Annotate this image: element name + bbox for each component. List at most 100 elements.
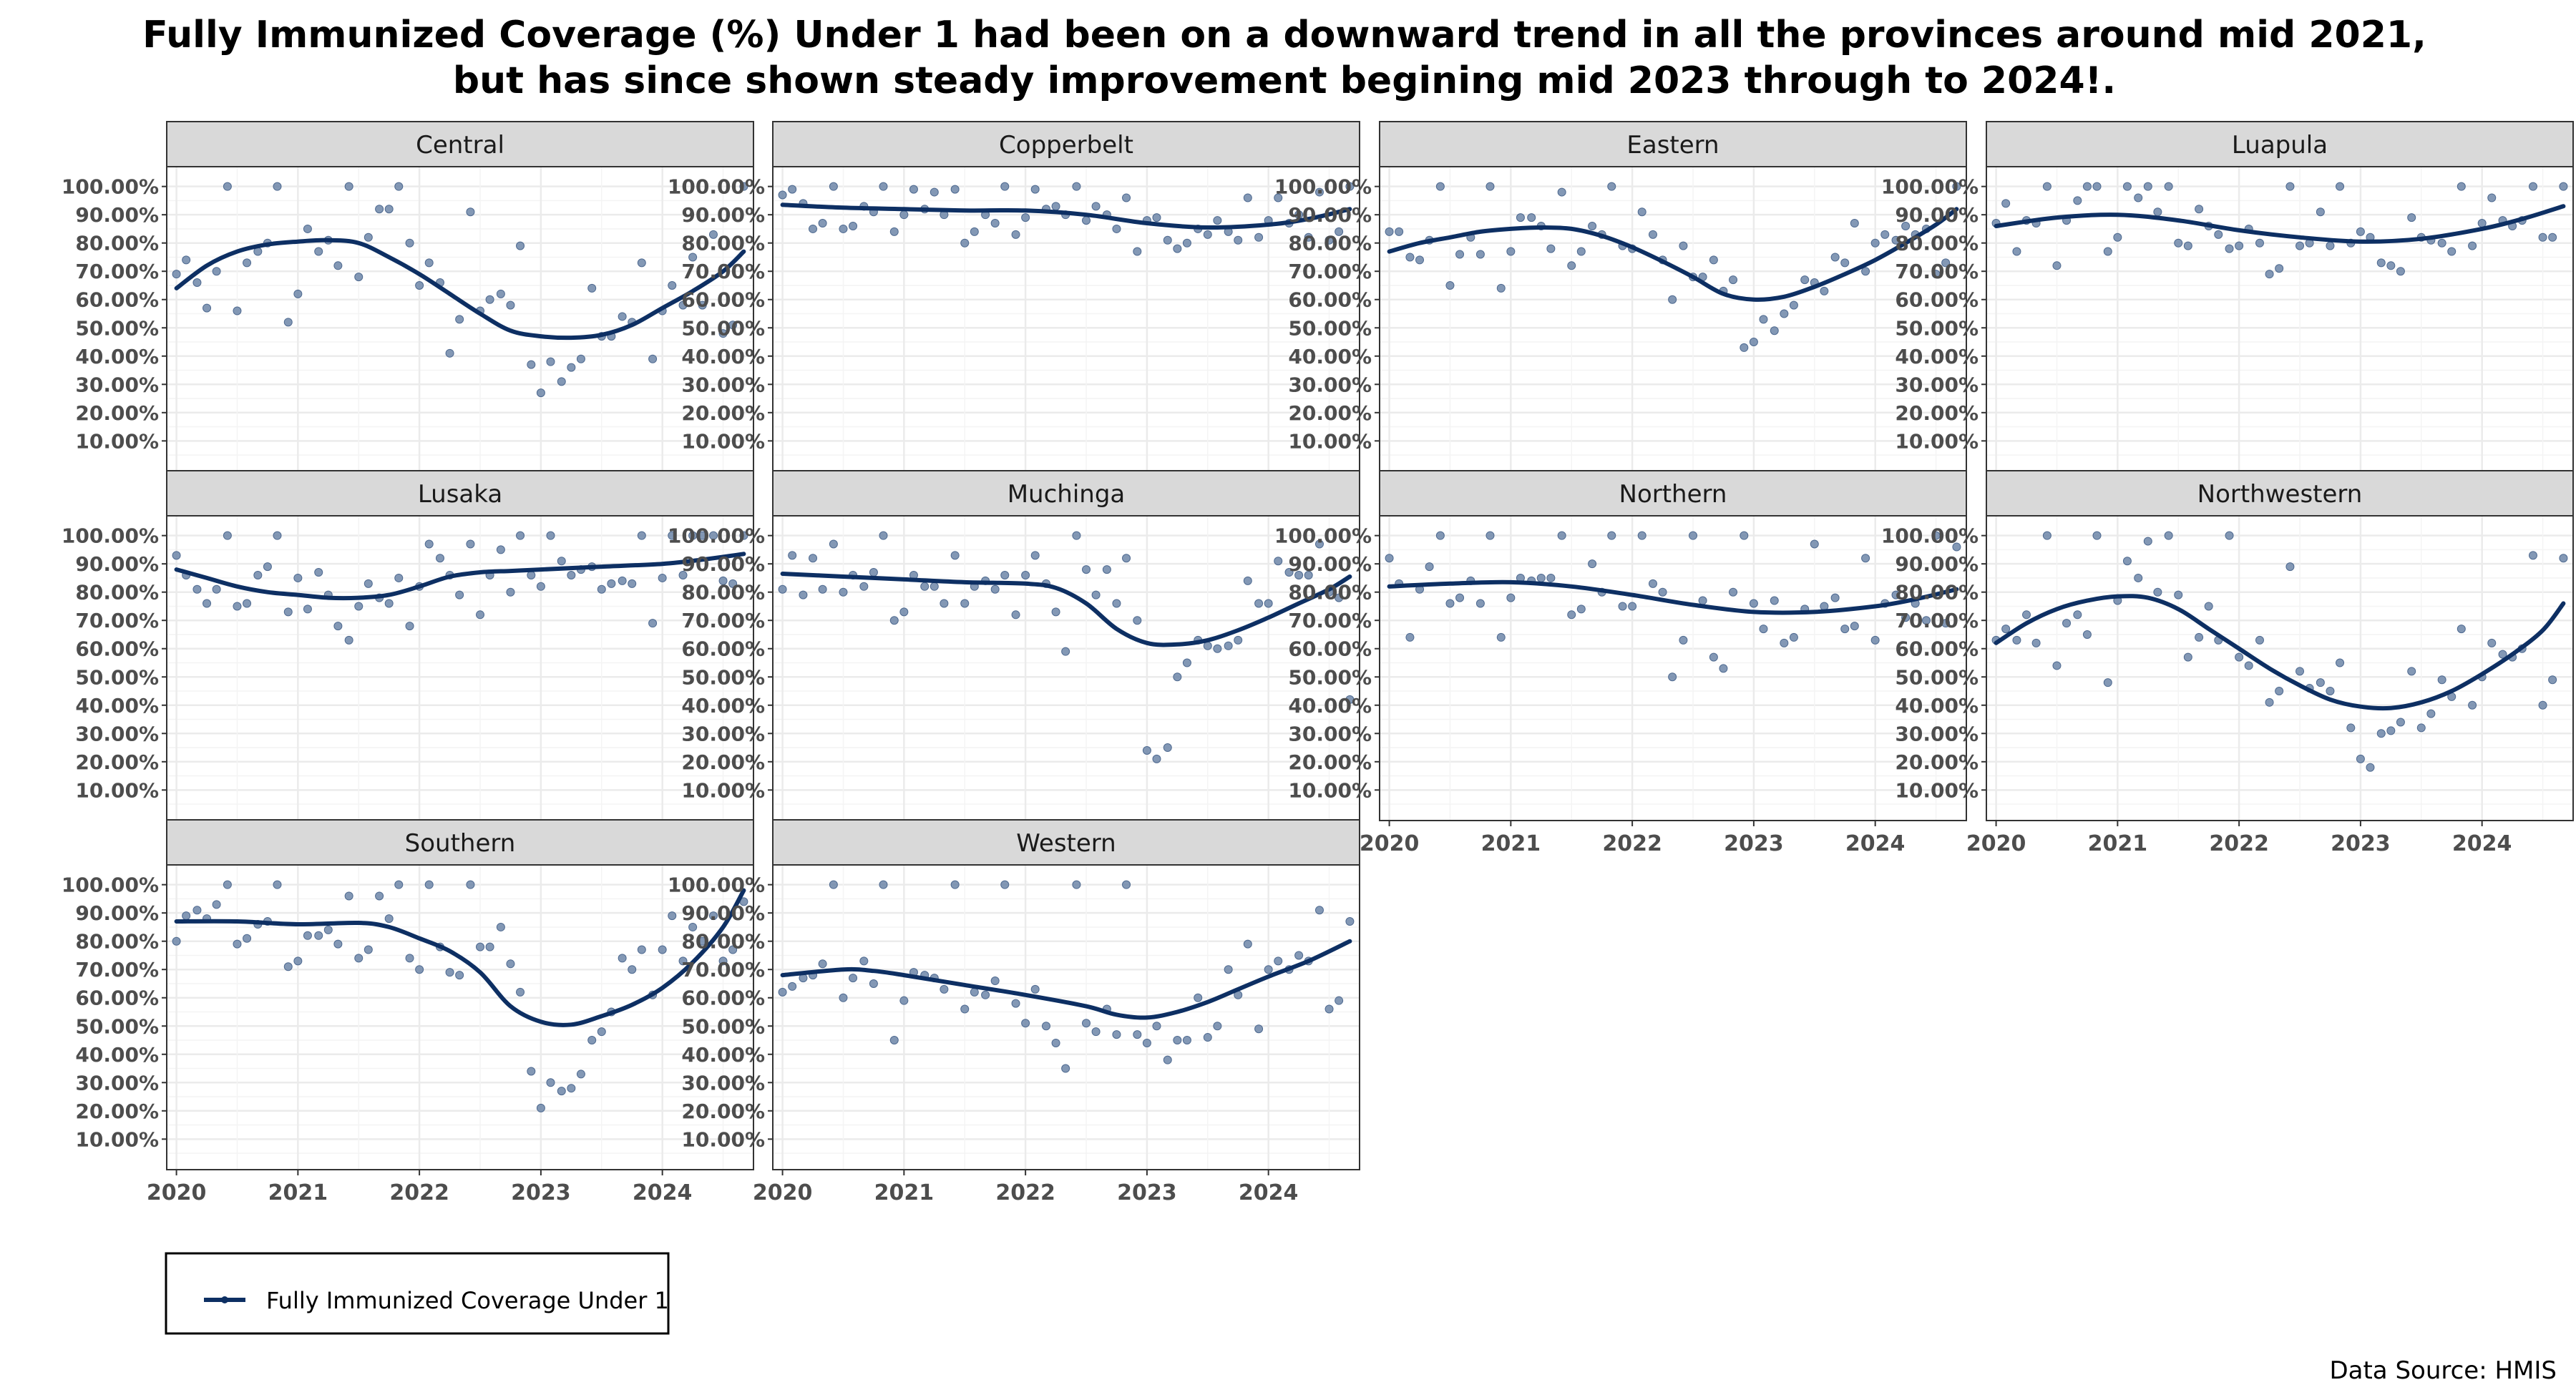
data-point (728, 320, 738, 330)
data-point (1668, 295, 1677, 304)
data-point (1142, 1038, 1151, 1047)
data-point (476, 610, 485, 620)
data-point (516, 987, 525, 997)
y-tick-label: 50.00% (75, 316, 159, 340)
data-point (1000, 880, 1010, 889)
data-point (1243, 576, 1252, 585)
data-point (1112, 224, 1121, 233)
y-tick-label: 80.00% (75, 930, 159, 954)
data-point (1425, 562, 1434, 572)
data-point (1304, 232, 1313, 242)
points-luapula (1991, 182, 2568, 279)
data-point (1254, 232, 1264, 242)
data-point (970, 227, 979, 236)
data-point (476, 942, 485, 951)
data-point (203, 599, 212, 608)
data-point (2265, 270, 2274, 279)
x-tick-label: 2024 (633, 1180, 693, 1205)
data-point (899, 210, 909, 220)
data-point (567, 1084, 576, 1093)
data-point (2012, 247, 2021, 256)
y-tick-label: 90.00% (681, 203, 765, 227)
trend-line-copperbelt (780, 202, 1352, 230)
y-tick-label: 60.00% (1895, 288, 1979, 312)
data-point (2062, 619, 2072, 628)
data-point (1941, 258, 1951, 268)
data-point (728, 579, 738, 588)
data-point (415, 965, 424, 974)
panel-northwestern: Northwestern 10.00% 20.00% 30.00% 40.00% 50.0… (1881, 470, 2574, 856)
y-tick-label: 50.00% (75, 665, 159, 689)
y-tick-label: 50.00% (1895, 316, 1979, 340)
data-point (1435, 531, 1445, 540)
data-point (1385, 227, 1394, 236)
legend-key-point (221, 1296, 228, 1303)
data-point (990, 219, 1000, 228)
data-point (466, 880, 475, 889)
y-tick-label: 40.00% (75, 694, 159, 718)
data-point (2437, 238, 2446, 248)
data-point (2396, 267, 2405, 276)
y-tick-label: 50.00% (1288, 665, 1372, 689)
data-point (2153, 207, 2162, 217)
data-point (394, 182, 404, 191)
data-point (344, 182, 353, 191)
data-point (1506, 593, 1516, 602)
data-point (829, 182, 838, 191)
chart-title-line-2: but has since shown steady improvement b… (453, 59, 2116, 102)
data-point (799, 590, 808, 599)
data-point (1274, 557, 1283, 566)
data-source-note: Data Source: HMIS (2329, 1356, 2557, 1385)
data-point (668, 280, 677, 290)
data-point (597, 584, 606, 594)
data-point (1830, 593, 1840, 602)
plot-background (1380, 516, 1966, 821)
data-point (2103, 678, 2112, 687)
panel-western: Western 10.00% 20.00% 30.00% 40.00% 50.00% 60.… (668, 819, 1360, 1205)
data-point (2275, 264, 2284, 273)
data-point (1061, 1064, 1070, 1073)
data-point (1335, 593, 1344, 602)
data-point (2022, 610, 2031, 620)
x-tick-label: 2021 (268, 1180, 328, 1205)
x-tick-label: 2023 (1117, 1180, 1177, 1205)
data-point (1861, 554, 1870, 563)
data-point (536, 582, 545, 591)
data-point (728, 945, 738, 954)
strip-label: Northwestern (2197, 480, 2363, 509)
points-southern (172, 880, 748, 1112)
data-point (688, 922, 698, 931)
data-point (1091, 202, 1101, 211)
panel-copperbelt: Copperbelt 10.00% 20.00% 30.00% 40.00% 50.00%… (668, 121, 1360, 472)
y-tick-label: 60.00% (1288, 637, 1372, 661)
y-tick-label: 80.00% (75, 232, 159, 255)
data-point (1314, 906, 1324, 915)
data-point (233, 939, 242, 949)
data-point (192, 278, 202, 288)
points-lusaka (172, 531, 748, 645)
data-point (1901, 613, 1911, 622)
facet-panels: Central 10.00% 20.00% 30.00% 40.00% 50.00% 60.… (62, 121, 2574, 1205)
y-tick-label: 30.00% (1288, 373, 1372, 396)
data-point (1709, 255, 1718, 265)
strip-label: Copperbelt (999, 131, 1133, 160)
data-point (1133, 1030, 1142, 1039)
y-tick-label: 20.00% (75, 750, 159, 774)
data-point (2225, 531, 2234, 540)
data-point (2042, 531, 2051, 540)
data-point (293, 956, 303, 966)
data-point (1536, 573, 1546, 582)
data-point (970, 987, 979, 997)
data-point (2386, 261, 2396, 270)
data-point (698, 936, 707, 946)
data-point (2538, 700, 2547, 710)
data-point (889, 616, 899, 625)
strip-muchinga (772, 470, 1360, 517)
data-point (879, 182, 888, 191)
data-point (788, 551, 797, 560)
data-point (1224, 641, 1233, 650)
data-point (2296, 241, 2305, 250)
data-point (1203, 230, 1212, 239)
data-point (708, 911, 718, 921)
data-point (2204, 602, 2213, 611)
